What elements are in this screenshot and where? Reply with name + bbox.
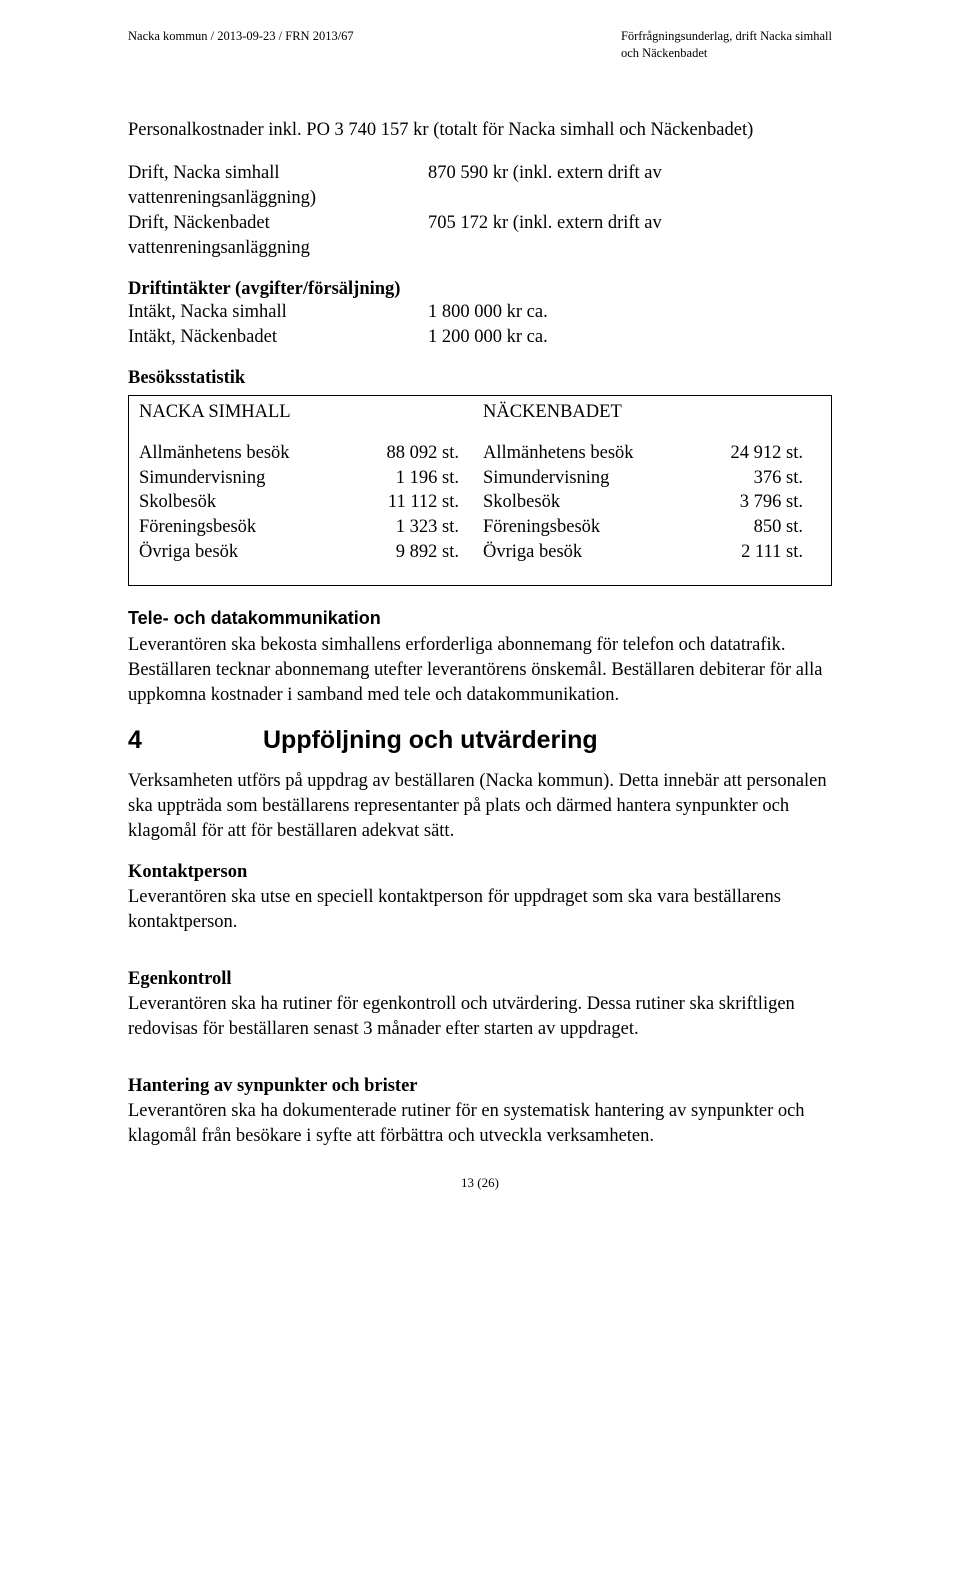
stat-value: 9 892 st.: [371, 540, 471, 565]
section-4-intro: Verksamheten utförs på uppdrag av bestäl…: [128, 769, 832, 844]
stat-row: Föreningsbesök850 st.: [483, 515, 815, 540]
section-4-heading: Uppföljning och utvärdering: [263, 726, 598, 755]
hantering-block: Hantering av synpunkter och brister Leve…: [128, 1076, 832, 1149]
stat-value: 3 796 st.: [715, 490, 815, 515]
page-header: Nacka kommun / 2013-09-23 / FRN 2013/67 …: [128, 28, 832, 62]
intakt-nackenbadet-val: 1 200 000 kr ca.: [428, 325, 832, 350]
stats-box: NACKA SIMHALL Allmänhetens besök88 092 s…: [128, 395, 832, 587]
stat-row: Föreningsbesök1 323 st.: [139, 515, 471, 540]
hantering-body: Leverantören ska ha dokumenterade rutine…: [128, 1099, 832, 1149]
stat-row: Simundervisning376 st.: [483, 466, 815, 491]
intakt-nackenbadet-key: Intäkt, Näckenbadet: [128, 325, 428, 350]
stat-label: Övriga besök: [139, 540, 371, 565]
stat-row: Övriga besök9 892 st.: [139, 540, 471, 565]
header-left: Nacka kommun / 2013-09-23 / FRN 2013/67: [128, 28, 354, 62]
tele-heading: Tele- och datakommunikation: [128, 608, 832, 629]
section-4-num: 4: [128, 726, 263, 755]
intakter-title: Driftintäkter (avgifter/försäljning): [128, 279, 832, 300]
drift-nacka-key: Drift, Nacka simhall: [128, 161, 428, 186]
stat-label: Övriga besök: [483, 540, 715, 565]
tele-block: Tele- och datakommunikation Leverantören…: [128, 608, 832, 708]
stat-label: Skolbesök: [483, 490, 715, 515]
stat-row: Skolbesök11 112 st.: [139, 490, 471, 515]
besoksstatistik-title: Besöksstatistik: [128, 368, 832, 389]
stat-row: Allmänhetens besök88 092 st.: [139, 441, 471, 466]
stat-label: Allmänhetens besök: [483, 441, 715, 466]
drift-nackenbadet-val: 705 172 kr (inkl. extern drift av: [428, 211, 832, 236]
stat-row: Simundervisning1 196 st.: [139, 466, 471, 491]
stat-row: Övriga besök2 111 st.: [483, 540, 815, 565]
page-footer: 13 (26): [128, 1175, 832, 1191]
kontaktperson-heading: Kontaktperson: [128, 862, 832, 883]
drift-nacka-val: 870 590 kr (inkl. extern drift av: [428, 161, 832, 186]
drift-block: Drift, Nacka simhall 870 590 kr (inkl. e…: [128, 161, 832, 261]
stat-value: 1 323 st.: [371, 515, 471, 540]
stat-value: 376 st.: [715, 466, 815, 491]
stat-label: Simundervisning: [483, 466, 715, 491]
stat-value: 1 196 st.: [371, 466, 471, 491]
drift-nacka-tail: vattenreningsanläggning): [128, 186, 428, 211]
stat-row: Allmänhetens besök24 912 st.: [483, 441, 815, 466]
stats-col-left: NACKA SIMHALL Allmänhetens besök88 092 s…: [139, 402, 477, 566]
header-right: Förfrågningsunderlag, drift Nacka simhal…: [621, 28, 832, 62]
intakter-block: Driftintäkter (avgifter/försäljning) Int…: [128, 279, 832, 350]
stat-label: Allmänhetens besök: [139, 441, 371, 466]
drift-nackenbadet-key: Drift, Näckenbadet: [128, 211, 428, 236]
stat-label: Föreningsbesök: [139, 515, 371, 540]
stat-value: 2 111 st.: [715, 540, 815, 565]
stat-label: Föreningsbesök: [483, 515, 715, 540]
stats-right-title: NÄCKENBADET: [483, 402, 815, 423]
personalkostnader-paragraph: Personalkostnader inkl. PO 3 740 157 kr …: [128, 118, 832, 143]
stat-row: Skolbesök3 796 st.: [483, 490, 815, 515]
stat-label: Skolbesök: [139, 490, 371, 515]
header-right-line2: och Näckenbadet: [621, 45, 832, 62]
kontaktperson-block: Kontaktperson Leverantören ska utse en s…: [128, 862, 832, 935]
header-right-line1: Förfrågningsunderlag, drift Nacka simhal…: [621, 28, 832, 45]
intakt-nacka-key: Intäkt, Nacka simhall: [128, 300, 428, 325]
stat-value: 850 st.: [715, 515, 815, 540]
hantering-heading: Hantering av synpunkter och brister: [128, 1076, 832, 1097]
egenkontroll-heading: Egenkontroll: [128, 969, 832, 990]
tele-body: Leverantören ska bekosta simhallens erfo…: [128, 633, 832, 708]
stat-label: Simundervisning: [139, 466, 371, 491]
intakt-nacka-val: 1 800 000 kr ca.: [428, 300, 832, 325]
section-4-title: 4 Uppföljning och utvärdering: [128, 726, 832, 755]
stat-value: 11 112 st.: [371, 490, 471, 515]
stat-value: 88 092 st.: [371, 441, 471, 466]
stat-value: 24 912 st.: [715, 441, 815, 466]
stats-left-title: NACKA SIMHALL: [139, 402, 471, 423]
stats-col-right: NÄCKENBADET Allmänhetens besök24 912 st.…: [477, 402, 821, 566]
drift-nackenbadet-tail: vattenreningsanläggning: [128, 236, 428, 261]
egenkontroll-body: Leverantören ska ha rutiner för egenkont…: [128, 992, 832, 1042]
egenkontroll-block: Egenkontroll Leverantören ska ha rutiner…: [128, 969, 832, 1042]
kontaktperson-body: Leverantören ska utse en speciell kontak…: [128, 885, 832, 935]
